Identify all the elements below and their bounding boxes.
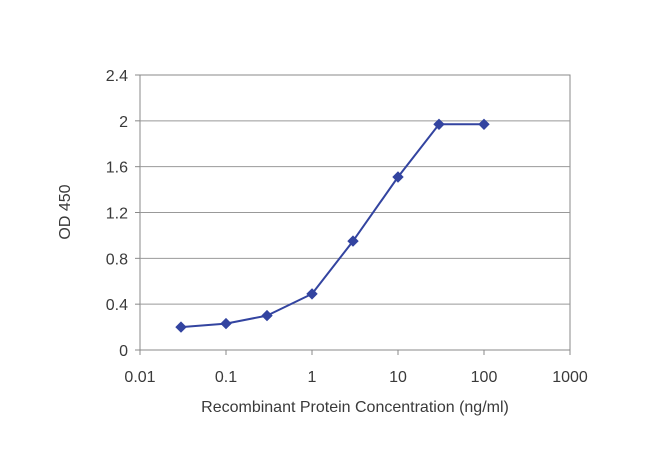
y-axis-ticks: 0 0.4 0.8 1.2 1.6 2 2.4 xyxy=(106,68,140,360)
y-tick-label: 0.4 xyxy=(106,297,128,314)
grid-lines xyxy=(140,120,570,305)
x-tick-label: 100 xyxy=(471,369,498,386)
y-axis-title: OD 450 xyxy=(57,184,74,239)
data-point-marker xyxy=(478,118,490,131)
series-line xyxy=(180,123,484,329)
data-point-marker xyxy=(220,317,232,330)
y-tick-label: 0 xyxy=(119,343,128,360)
x-tick-label: 10 xyxy=(389,369,407,386)
x-tick-label: 1 xyxy=(308,369,317,386)
data-point-marker xyxy=(392,171,404,183)
x-tick-label: 1000 xyxy=(552,369,588,386)
y-tick-label: 0.8 xyxy=(106,251,128,268)
y-tick-label: 1.2 xyxy=(106,206,128,223)
y-tick-label: 2.4 xyxy=(106,68,128,85)
x-axis-ticks: 0.01 0.1 1 10 100 1000 xyxy=(124,350,588,386)
data-point-marker xyxy=(261,309,273,322)
x-tick-label: 0.1 xyxy=(215,369,237,386)
series-group xyxy=(175,118,490,333)
y-tick-label: 1.6 xyxy=(106,160,128,177)
y-tick-label: 2 xyxy=(119,114,128,131)
x-axis-title: Recombinant Protein Concentration (ng/ml… xyxy=(201,399,509,416)
data-point-marker xyxy=(433,118,445,131)
data-point-marker xyxy=(347,235,359,247)
x-tick-label: 0.01 xyxy=(124,369,155,386)
data-point-marker xyxy=(175,321,187,333)
data-point-marker xyxy=(306,288,318,300)
